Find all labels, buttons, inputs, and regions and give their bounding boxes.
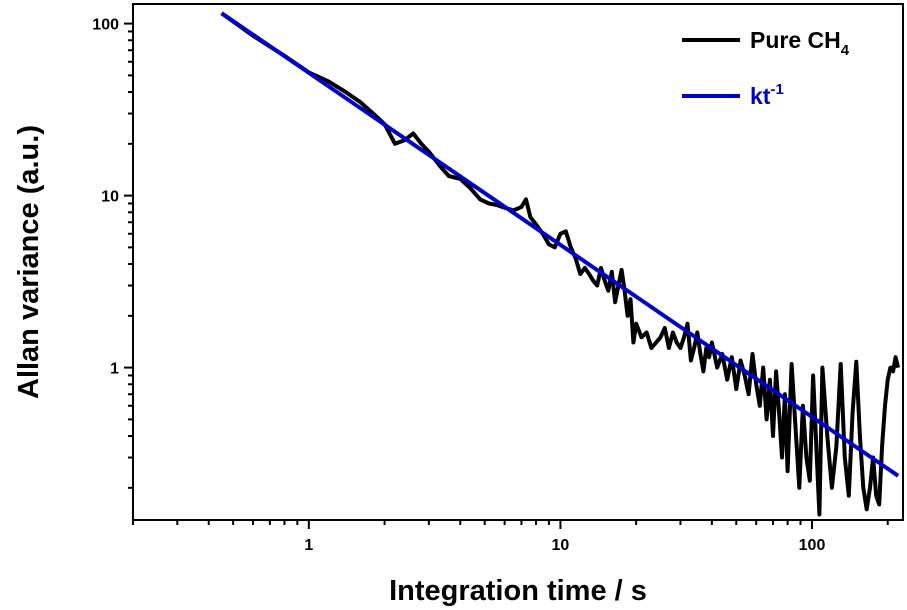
series-kt-fit-line (220, 11, 900, 478)
x-tick-label: 1 (304, 537, 313, 554)
y-tick-label: 10 (101, 189, 119, 206)
y-tick-label: 1 (110, 361, 119, 378)
legend: Pure CH4 kt-1 (682, 27, 850, 109)
y-tick-labels: 1 10 100 (92, 17, 119, 378)
legend-label-pure-ch4: Pure CH4 (750, 27, 850, 59)
legend-label-kt-fit: kt-1 (750, 81, 784, 109)
x-tick-label: 10 (552, 537, 570, 554)
major-ticks (124, 22, 813, 529)
x-tick-label: 100 (799, 537, 826, 554)
y-axis-title: Allan variance (a.u.) (13, 125, 45, 399)
plot-frame (132, 3, 904, 521)
minor-ticks (128, 30, 889, 525)
y-tick-label: 100 (92, 17, 119, 34)
series-pure-ch4-line (220, 11, 901, 517)
x-tick-labels: 1 10 100 (304, 537, 825, 554)
x-axis-title: Integration time / s (389, 575, 647, 607)
